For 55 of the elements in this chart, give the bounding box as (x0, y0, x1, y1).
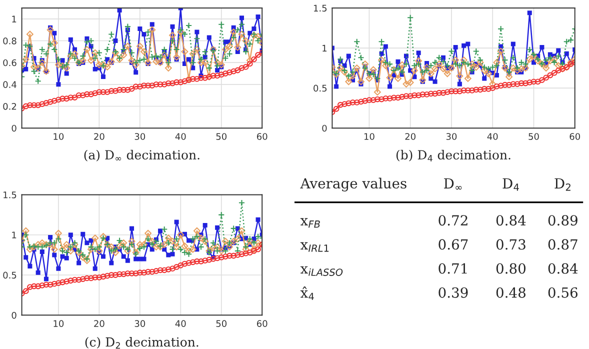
x-tick-label: 20 (94, 320, 104, 327)
x-tick-label: 60 (256, 320, 268, 327)
text: 0.80 (496, 263, 526, 274)
text: 0.71 (438, 263, 467, 274)
text: x̂$_{4}$ (300, 286, 314, 300)
x-tick-label: 20 (94, 133, 104, 140)
x-tick-label: 10 (364, 133, 374, 140)
x-tick-label: 40 (487, 133, 498, 140)
y-tick-label: 0.5 (314, 84, 327, 92)
x-tick-label: 10 (54, 133, 64, 140)
y-tick-label: 1.5 (4, 192, 16, 198)
x-tick-label: 10 (54, 320, 64, 327)
y-tick-label: 0.8 (3, 38, 16, 44)
text: 0.84 (496, 215, 526, 226)
text: D$_{∞}$ (444, 178, 462, 190)
y-tick-label: 0.5 (3, 272, 16, 279)
x-tick-label: 40 (175, 320, 186, 327)
y-tick-label: 0.4 (3, 81, 16, 88)
text: 0.56 (548, 287, 578, 298)
y-tick-label: 0 (12, 312, 16, 319)
text: 0.73 (496, 239, 526, 250)
text: D$_{4}$ (502, 178, 519, 191)
x-tick-label: 60 (256, 133, 268, 140)
text: 0.39 (438, 287, 468, 298)
text: 0.84 (548, 263, 578, 274)
y-tick-label: 1 (12, 232, 16, 238)
x-tick-label: 50 (216, 320, 227, 327)
y-tick-label: 0 (12, 124, 16, 132)
text: 0.72 (438, 215, 468, 226)
text: 0.67 (438, 239, 468, 250)
text: x$_{FB}$ (300, 218, 320, 228)
x-tick-label: 30 (134, 133, 146, 140)
y-tick-label: 1 (322, 44, 326, 52)
text: x$_{IRL1}$ (300, 242, 329, 252)
text: Average values (300, 178, 406, 192)
y-tick-label: 0.2 (3, 102, 16, 110)
text: (b) D$_{4}$ decimation. (396, 150, 510, 162)
y-tick-label: 1.5 (314, 4, 327, 12)
x-tick-label: 30 (446, 133, 457, 140)
text: x$_{iLASSO}$ (300, 266, 343, 276)
x-tick-label: 50 (216, 133, 227, 140)
y-tick-label: 1 (12, 16, 16, 22)
x-tick-label: 40 (175, 133, 186, 140)
text: (a) D$_{∞}$ decimation. (84, 150, 200, 162)
text: D$_{2}$ (554, 178, 570, 191)
y-tick-label: 0 (322, 124, 327, 132)
x-tick-label: 30 (134, 320, 146, 327)
x-tick-label: 20 (405, 133, 416, 140)
text: 0.48 (496, 287, 526, 298)
text: 0.87 (548, 239, 578, 250)
x-tick-label: 60 (570, 133, 580, 140)
y-tick-label: 0.6 (3, 59, 16, 66)
text: 0.89 (548, 215, 578, 226)
text: (c) D$_{2}$ decimation. (85, 337, 198, 349)
x-tick-label: 50 (528, 133, 539, 140)
